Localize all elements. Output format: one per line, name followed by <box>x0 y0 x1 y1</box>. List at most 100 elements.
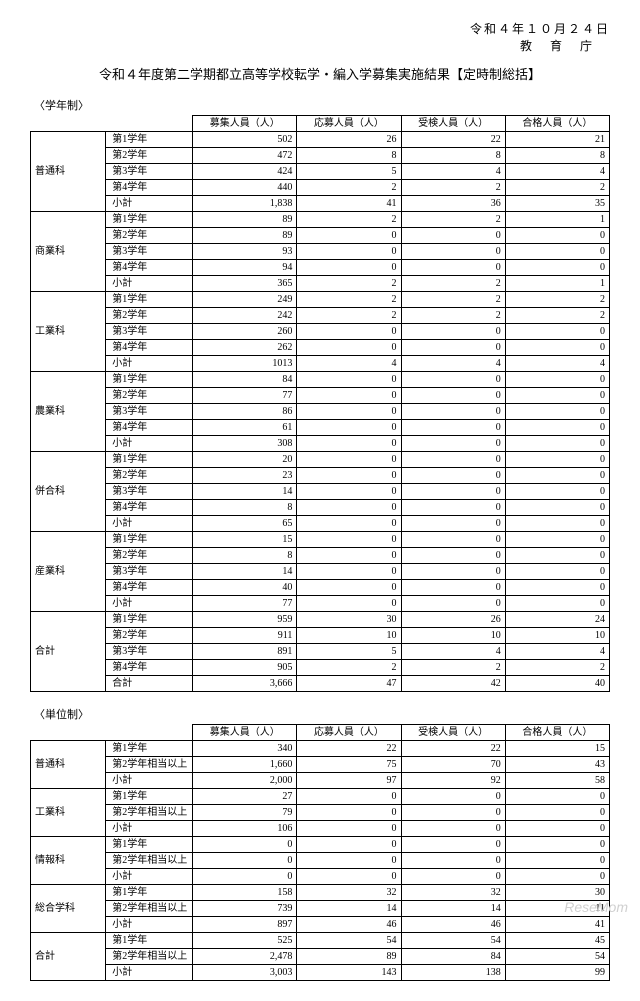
data-cell: 0 <box>505 404 609 420</box>
data-cell: 2,000 <box>193 773 297 789</box>
grade-cell: 第4学年 <box>106 420 193 436</box>
data-cell: 8 <box>297 148 401 164</box>
data-cell: 2 <box>401 276 505 292</box>
table-row: 合計3,666474240 <box>31 676 610 692</box>
data-cell: 0 <box>297 580 401 596</box>
data-cell: 0 <box>505 468 609 484</box>
grade-cell: 合計 <box>106 676 193 692</box>
data-cell: 340 <box>193 741 297 757</box>
data-cell: 0 <box>505 260 609 276</box>
grade-cell: 第2学年相当以上 <box>106 757 193 773</box>
date-text: 令和４年１０月２４日 <box>30 20 610 37</box>
table-row: 小計308000 <box>31 436 610 452</box>
data-cell: 0 <box>297 789 401 805</box>
data-cell: 2 <box>297 212 401 228</box>
data-cell: 0 <box>297 452 401 468</box>
data-cell: 2 <box>401 660 505 676</box>
data-cell: 41 <box>297 196 401 212</box>
table-row: 第3学年260000 <box>31 324 610 340</box>
category-cell: 商業科 <box>31 212 106 292</box>
data-cell: 249 <box>193 292 297 308</box>
table-row: 第3学年14000 <box>31 484 610 500</box>
table-row: 第4学年262000 <box>31 340 610 356</box>
data-cell: 911 <box>193 628 297 644</box>
data-cell: 242 <box>193 308 297 324</box>
grade-cell: 小計 <box>106 516 193 532</box>
data-cell: 1,838 <box>193 196 297 212</box>
data-cell: 15 <box>505 741 609 757</box>
grade-cell: 第1学年 <box>106 612 193 628</box>
agency-text: 教育庁 <box>30 37 610 54</box>
table-row: 第3学年424544 <box>31 164 610 180</box>
grade-cell: 小計 <box>106 965 193 981</box>
data-cell: 0 <box>193 869 297 885</box>
data-cell: 1 <box>505 212 609 228</box>
grade-cell: 小計 <box>106 436 193 452</box>
data-cell: 0 <box>401 837 505 853</box>
table-row: 第3学年891544 <box>31 644 610 660</box>
data-cell: 0 <box>401 324 505 340</box>
grade-cell: 第1学年 <box>106 132 193 148</box>
data-cell: 0 <box>505 228 609 244</box>
data-cell: 0 <box>505 244 609 260</box>
data-cell: 0 <box>297 228 401 244</box>
table-row: 第3学年14000 <box>31 564 610 580</box>
data-cell: 46 <box>297 917 401 933</box>
grade-cell: 第1学年 <box>106 292 193 308</box>
grade-cell: 第1学年 <box>106 532 193 548</box>
data-cell: 4 <box>505 164 609 180</box>
grade-cell: 小計 <box>106 276 193 292</box>
data-cell: 8 <box>193 500 297 516</box>
grade-cell: 第1学年 <box>106 212 193 228</box>
table-row: 普通科第1学年340222215 <box>31 741 610 757</box>
data-cell: 0 <box>401 372 505 388</box>
data-cell: 0 <box>297 468 401 484</box>
data-cell: 1013 <box>193 356 297 372</box>
data-cell: 2 <box>297 276 401 292</box>
grade-cell: 小計 <box>106 773 193 789</box>
data-cell: 472 <box>193 148 297 164</box>
data-cell: 0 <box>401 484 505 500</box>
grade-cell: 第2学年 <box>106 308 193 324</box>
data-cell: 2 <box>505 660 609 676</box>
data-cell: 0 <box>505 564 609 580</box>
data-cell: 36 <box>401 196 505 212</box>
data-cell: 54 <box>401 933 505 949</box>
table-row: 農業科第1学年84000 <box>31 372 610 388</box>
data-cell: 54 <box>505 949 609 965</box>
grade-cell: 第2学年 <box>106 548 193 564</box>
data-cell: 0 <box>297 324 401 340</box>
grade-cell: 第3学年 <box>106 324 193 340</box>
table-row: 第2学年相当以上0000 <box>31 853 610 869</box>
data-cell: 0 <box>401 468 505 484</box>
data-cell: 4 <box>505 644 609 660</box>
data-cell: 0 <box>297 564 401 580</box>
data-cell: 23 <box>193 468 297 484</box>
data-cell: 0 <box>193 837 297 853</box>
category-cell: 普通科 <box>31 741 106 789</box>
data-cell: 61 <box>193 420 297 436</box>
data-cell: 14 <box>401 901 505 917</box>
data-cell: 424 <box>193 164 297 180</box>
data-cell: 0 <box>505 548 609 564</box>
data-cell: 0 <box>401 532 505 548</box>
data-cell: 2 <box>505 180 609 196</box>
data-cell: 502 <box>193 132 297 148</box>
data-cell: 0 <box>401 420 505 436</box>
grade-cell: 第1学年 <box>106 372 193 388</box>
grade-cell: 第2学年相当以上 <box>106 901 193 917</box>
data-cell: 0 <box>505 869 609 885</box>
column-header: 募集人員（人） <box>193 116 297 132</box>
data-cell: 525 <box>193 933 297 949</box>
data-cell: 22 <box>297 741 401 757</box>
data-cell: 77 <box>193 596 297 612</box>
data-cell: 2 <box>505 308 609 324</box>
table-row: 小計897464641 <box>31 917 610 933</box>
data-cell: 959 <box>193 612 297 628</box>
data-cell: 30 <box>297 612 401 628</box>
data-cell: 0 <box>505 452 609 468</box>
data-cell: 0 <box>505 484 609 500</box>
data-cell: 0 <box>505 853 609 869</box>
data-cell: 0 <box>505 324 609 340</box>
data-cell: 0 <box>505 596 609 612</box>
